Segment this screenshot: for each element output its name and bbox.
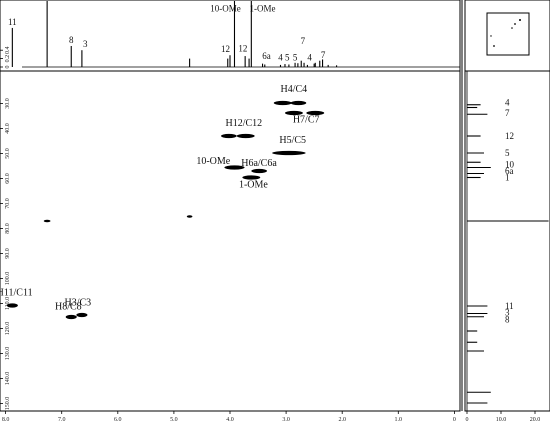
y-tick-label: 90.0 — [5, 248, 11, 259]
cross-peak-label: H7/C7 — [293, 115, 320, 126]
top-projection-label: 6a — [262, 51, 271, 61]
cross-peak-label: H3/C3 — [65, 298, 92, 309]
cross-peak — [221, 133, 237, 139]
y-axis-ticks: 30.0 40.0 50.0 60.0 70.0 80.0 90.0 100.0 110.0 12… — [0, 98, 11, 410]
x-tick-label: 5.0 — [170, 417, 178, 423]
top-projection-label: 3 — [83, 39, 88, 49]
cross-peak — [6, 303, 18, 308]
side-projection-label: 5 — [505, 148, 510, 158]
top-y-tick-label: 0.2 — [5, 55, 11, 63]
y-tick-label: 70.0 — [5, 198, 11, 209]
inset-dot — [511, 27, 513, 29]
frame — [0, 0, 550, 412]
cross-peak-label: 10-OMe — [196, 156, 230, 167]
side-projection-label: 3 — [505, 308, 510, 318]
x-tick-label: 6.0 — [114, 417, 122, 423]
top-projection-label: 5 — [293, 53, 298, 63]
side-projection-frame — [464, 70, 550, 412]
cross-peak-label: 1-OMe — [239, 180, 268, 191]
cross-peak — [284, 110, 303, 116]
x-tick-label: 2.0 — [338, 417, 346, 423]
side-x-tick-label: 10.0 — [496, 417, 507, 423]
top-projection-label: 7 — [321, 50, 326, 60]
cross-peak — [43, 219, 51, 223]
cross-peak — [242, 175, 261, 180]
cross-peak — [224, 165, 245, 170]
side-projection — [466, 71, 549, 411]
y-tick-label: 150.0 — [5, 397, 11, 411]
cross-peak-label: H5/C5 — [279, 135, 306, 146]
inset-dot — [514, 23, 516, 25]
inset-thumbnail — [486, 12, 530, 56]
cross-peak — [290, 100, 307, 106]
y-tick-label: 100.0 — [5, 272, 11, 286]
cross-peak — [251, 168, 268, 174]
cross-peak-label: H8/C8 — [55, 302, 82, 313]
side-x-tick-label: 0 — [466, 417, 469, 423]
cross-peak-label: H11/C11 — [0, 288, 33, 299]
top-projection-label: 11 — [8, 17, 17, 27]
cross-peak-label: H12/C12 — [226, 118, 263, 129]
side-projection-label: 7 — [505, 108, 510, 118]
x-axis-ticks: 8.0 7.0 6.0 5.0 4.0 3.0 2.0 1.0 0 — [2, 411, 456, 423]
x-tick-label: 8.0 — [2, 417, 10, 423]
y-tick-label: 120.0 — [5, 322, 11, 336]
top-projection-label: 7 — [301, 36, 306, 46]
top-projection-y-ticks: 0.40.2 0 — [0, 46, 11, 69]
cross-peak — [65, 314, 77, 320]
inset-frame — [464, 0, 550, 72]
top-projection-label: 1-OMe — [250, 4, 276, 14]
inset-dot — [519, 19, 521, 21]
x-tick-label: 3.0 — [282, 417, 290, 423]
top-y-tick-label: 0.4 — [5, 46, 11, 54]
top-projection-label: 5 — [285, 53, 290, 63]
inset-dot — [493, 45, 495, 47]
top-projection — [11, 1, 460, 68]
y-tick-label: 130.0 — [5, 347, 11, 361]
cross-peak — [76, 312, 88, 318]
inset-box — [486, 12, 530, 56]
cross-peak — [236, 133, 255, 139]
top-projection-label: 8 — [69, 35, 74, 45]
top-projection-label: 12 — [221, 44, 230, 54]
cross-peaks — [6, 100, 325, 320]
top-projection-label: 4 — [307, 53, 312, 63]
x-tick-label: 1.0 — [395, 417, 403, 423]
y-tick-label: 60.0 — [5, 173, 11, 184]
side-projection-label: 4 — [505, 97, 510, 107]
side-projection-label: 6a — [505, 166, 514, 176]
top-projection-label: 12 — [238, 43, 247, 53]
cross-peak — [273, 100, 292, 106]
cross-peak — [306, 110, 325, 116]
top-y-tick-label: 0 — [5, 66, 11, 69]
inset-dot — [490, 35, 492, 37]
side-projection-label: 8 — [505, 314, 510, 324]
top-projection-label: 4 — [278, 53, 283, 63]
cross-peak — [186, 215, 193, 218]
cross-peak-labels: H4/C4 H7/C7 H12/C12 H5/C5 10-OMe H6a/C6a 1-OMe… — [0, 84, 320, 313]
x-tick-label: 7.0 — [58, 417, 66, 423]
side-projection-label: 1 — [505, 173, 510, 183]
y-tick-label: 140.0 — [5, 372, 11, 386]
cross-peak — [272, 150, 306, 156]
x-tick-label: 4.0 — [226, 417, 234, 423]
cross-peak-label: H4/C4 — [280, 84, 307, 95]
y-tick-label: 40.0 — [5, 123, 11, 134]
side-projection-x-ticks: 0 10.0 20.0 — [466, 411, 541, 423]
y-tick-label: 80.0 — [5, 223, 11, 234]
y-tick-label: 30.0 — [5, 98, 11, 109]
top-projection-label: 10-OMe — [210, 4, 241, 14]
x-tick-label: 0 — [453, 417, 456, 423]
side-projection-label: 11 — [505, 301, 514, 311]
side-x-tick-label: 20.0 — [530, 417, 541, 423]
y-tick-label: 50.0 — [5, 148, 11, 159]
cross-peak-label: H6a/C6a — [241, 158, 277, 169]
side-projection-label: 10 — [505, 159, 515, 169]
side-projection-label: 12 — [505, 131, 514, 141]
y-tick-label: 110.0 — [5, 297, 11, 310]
